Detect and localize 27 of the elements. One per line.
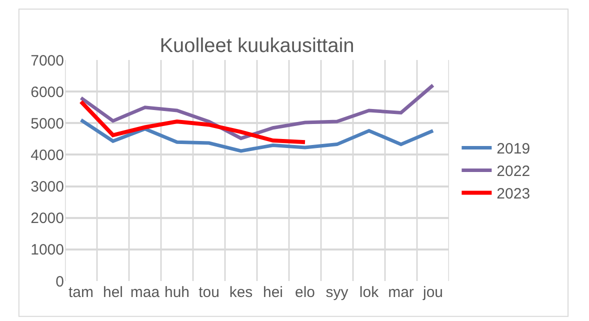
x-tick-label: huh [164,284,190,301]
x-tick-label: maa [130,284,160,301]
legend-label: 2019 [496,140,530,158]
legend-label: 2022 [496,163,530,180]
line-series [79,84,435,140]
y-tick-label: 2000 [30,210,64,228]
x-tick-label: hel [102,284,124,301]
legend-label: 2023 [496,186,530,203]
x-tick-label: elo [294,284,316,301]
y-tick-label: 5000 [30,115,64,132]
x-tick-label: jou [422,284,444,301]
y-tick-label: 1000 [30,242,64,259]
chart-title: Kuolleet kuukausittain [160,34,354,57]
line-series [79,118,435,153]
x-tick-label: tam [68,284,94,301]
y-tick-label: 0 [56,273,64,290]
x-tick-label: kes [229,284,253,301]
y-tick-label: 3000 [30,178,64,196]
y-tick-label: 6000 [30,84,64,101]
x-tick-label: syy [326,284,349,301]
y-tick-label: 4000 [30,146,64,164]
x-tick-label: tou [198,284,220,301]
x-tick-label: hei [262,284,284,301]
x-tick-label: lok [359,284,380,301]
x-tick-label: mar [388,284,414,301]
line-series [79,100,307,144]
y-tick-label: 7000 [30,52,64,70]
